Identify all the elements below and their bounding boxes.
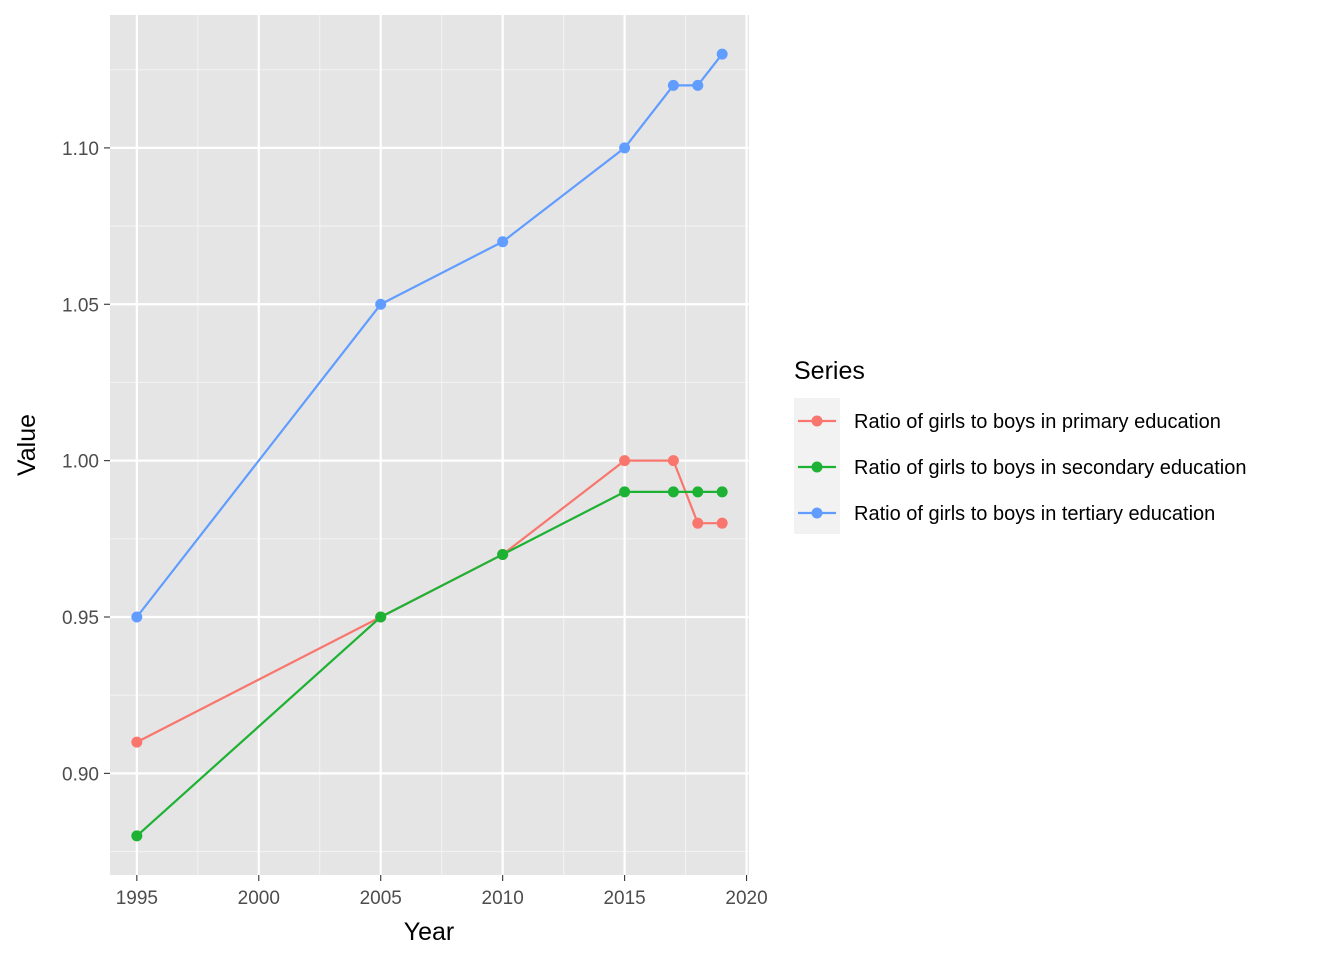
data-point — [497, 548, 509, 560]
legend-label: Ratio of girls to boys in primary educat… — [854, 411, 1221, 433]
data-point — [692, 486, 704, 498]
series-layer — [131, 48, 728, 842]
legend-key-point — [811, 507, 823, 519]
x-tick-label: 2015 — [603, 888, 645, 909]
data-point — [375, 611, 387, 623]
legend-title: Series — [794, 357, 865, 385]
x-tick-label: 1995 — [116, 888, 158, 909]
data-point — [667, 455, 679, 467]
y-tick-label: 1.05 — [62, 295, 99, 316]
data-point — [497, 236, 509, 248]
data-point — [619, 486, 631, 498]
y-tick-label: 1.00 — [62, 452, 99, 473]
x-tick-label: 2000 — [238, 888, 280, 909]
grid-minor — [110, 15, 749, 875]
y-axis-title: Value — [13, 414, 41, 476]
y-tick-label: 1.10 — [62, 139, 99, 160]
data-point — [716, 486, 728, 498]
y-tick-label: 0.95 — [62, 608, 99, 629]
y-tick-label: 0.90 — [62, 764, 99, 785]
data-point — [619, 142, 631, 154]
data-point — [375, 298, 387, 310]
x-tick-label: 2005 — [360, 888, 402, 909]
x-tick-label: 2010 — [482, 888, 524, 909]
x-tick-label: 2020 — [725, 888, 767, 909]
legend-key-point — [811, 461, 823, 473]
x-axis-title: Year — [404, 918, 455, 946]
data-point — [131, 830, 143, 842]
data-point — [692, 79, 704, 91]
data-point — [619, 455, 631, 467]
data-point — [131, 736, 143, 748]
legend: Series Ratio of girls to boys in primary… — [794, 357, 1246, 534]
data-point — [131, 611, 143, 623]
y-axis: 0.90 0.95 1.00 1.05 1.10 — [62, 139, 110, 785]
x-axis: 1995 2000 2005 2010 2015 2020 — [116, 875, 768, 909]
data-point — [716, 517, 728, 529]
legend-label: Ratio of girls to boys in tertiary educa… — [854, 503, 1215, 525]
data-point — [716, 48, 728, 60]
data-point — [692, 517, 704, 529]
data-point — [667, 486, 679, 498]
series-2 — [131, 486, 728, 842]
plot-panel — [110, 15, 749, 875]
legend-key-point — [811, 415, 823, 427]
grid-major — [110, 15, 749, 875]
data-point — [667, 79, 679, 91]
legend-label: Ratio of girls to boys in secondary educ… — [854, 457, 1246, 479]
series-3 — [131, 48, 728, 623]
